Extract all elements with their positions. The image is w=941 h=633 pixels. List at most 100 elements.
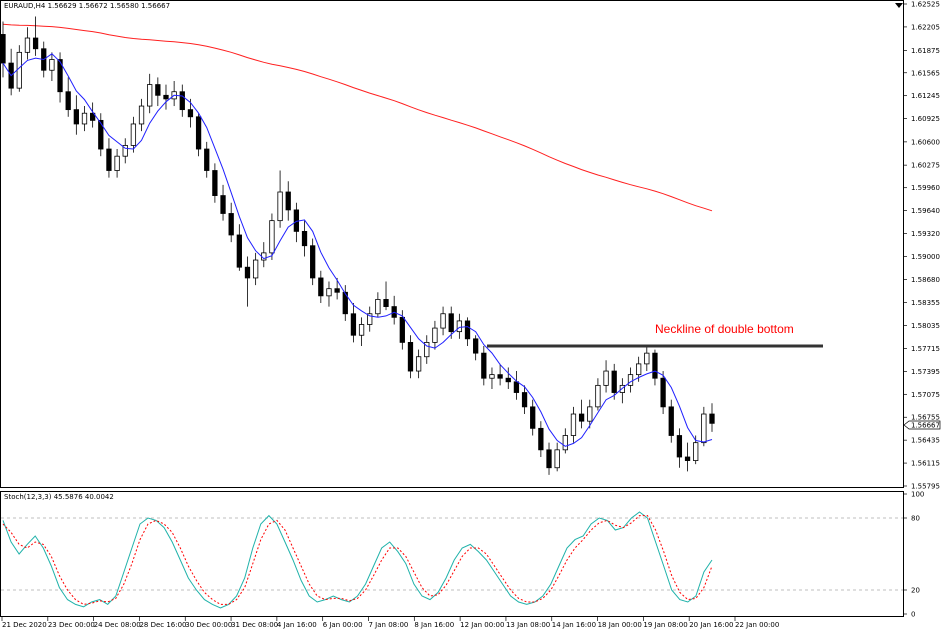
neckline-annotation: Neckline of double bottom	[655, 322, 794, 336]
time-tick-label: 18 Jan 00:00	[598, 621, 642, 629]
price-tick-label: 1.56755	[911, 414, 940, 422]
price-axis: 1.62525 1.62205 1.61875 1.61565 1.61245 1.609…	[903, 1, 940, 491]
candle-body	[138, 105, 145, 125]
candle-body	[236, 234, 242, 268]
stochastic-panel-frame	[0, 491, 904, 617]
candle-body	[505, 377, 511, 383]
candle-body	[220, 195, 226, 214]
price-tick-label: 1.58355	[911, 299, 940, 307]
price-tick-label: 1.56435	[911, 437, 940, 445]
candle-body	[399, 316, 405, 343]
candle-body	[562, 435, 568, 451]
stochastic-tick-label: 0	[911, 611, 915, 619]
candle-body	[521, 392, 528, 408]
candle-body	[285, 191, 291, 211]
candle-body	[595, 384, 601, 408]
candle-body	[538, 427, 544, 451]
price-tick-label: 1.58035	[911, 322, 940, 330]
candle-body	[195, 116, 202, 150]
price-tick-label: 1.58680	[911, 276, 940, 284]
candle-body	[636, 363, 642, 376]
candle-body	[619, 384, 625, 393]
time-tick-label: 30 Dec 00:00	[185, 621, 232, 629]
stochastic-panel: 100 80 20 0 Stoch(12,3,3) 45.5876 40.0042	[0, 491, 924, 619]
candle-body	[497, 374, 503, 379]
chart-menu-icon[interactable]	[895, 3, 903, 8]
stochastic-signal-line	[2, 515, 713, 605]
candle-body	[448, 313, 454, 333]
candle-body	[709, 413, 715, 424]
time-tick-label: 6 Jan 00:00	[323, 621, 363, 629]
stochastic-tick-label: 100	[911, 491, 924, 499]
candle-body	[684, 456, 691, 461]
candle-body	[212, 170, 218, 196]
candle-body	[473, 338, 479, 354]
price-tick-label: 1.57075	[911, 391, 940, 399]
price-tick-label: 1.61245	[911, 92, 940, 100]
candle-body	[570, 413, 577, 436]
current-price-marker: 1.56667	[903, 420, 941, 430]
time-tick-label: 22 Jan 00:00	[735, 621, 779, 629]
time-tick-label: 31 Dec 08:00	[231, 621, 278, 629]
candle-body	[530, 406, 536, 429]
candle-body	[693, 442, 699, 461]
price-tick-label: 1.57395	[911, 368, 940, 376]
price-tick-label: 1.59960	[911, 184, 940, 192]
candle-body	[464, 320, 471, 340]
stochastic-levels	[1, 517, 903, 591]
current-price-label: 1.56667	[911, 422, 940, 430]
stochastic-tick-label: 80	[911, 515, 920, 523]
price-panel-frame	[0, 0, 904, 488]
ma-long	[2, 23, 713, 212]
candle-body	[407, 342, 414, 372]
candle-body	[342, 291, 348, 315]
stochastic-main-line	[2, 511, 713, 609]
candle-body	[326, 288, 332, 297]
ma-short-line	[2, 53, 713, 447]
time-tick-label: 7 Jan 08:00	[369, 621, 409, 629]
price-tick-label: 1.61875	[911, 47, 940, 55]
stochastic-title: Stoch(12,3,3) 45.5876 40.0042	[4, 493, 114, 501]
candle-body	[106, 148, 112, 171]
candle-body	[432, 327, 438, 343]
time-tick-label: 24 Dec 08:00	[94, 621, 141, 629]
price-tick-label: 1.57715	[911, 345, 940, 353]
candle-body	[269, 220, 275, 254]
candle-body	[204, 148, 210, 171]
price-panel: 1.62525 1.62205 1.61875 1.61565 1.61245 1.609…	[0, 0, 941, 491]
price-tick-label: 1.59320	[911, 230, 940, 238]
candle-body	[383, 299, 389, 307]
candle-body	[440, 313, 446, 329]
time-tick-label: 21 Dec 2020	[2, 621, 47, 629]
candle-body	[318, 277, 324, 297]
stochastic-signal	[2, 515, 713, 605]
time-tick-label: 20 Jan 16:00	[689, 621, 733, 629]
candle-body	[155, 84, 161, 96]
stochastic-tick-label: 20	[911, 587, 920, 595]
candle-body	[32, 37, 39, 50]
candle-body	[24, 37, 31, 53]
candle-body	[130, 123, 137, 146]
current-price-box	[903, 420, 941, 430]
price-tick-label: 1.61565	[911, 69, 940, 77]
candle-body	[163, 94, 169, 100]
candle-body	[652, 352, 658, 379]
candle-body	[65, 91, 71, 111]
price-tick-label: 1.60275	[911, 162, 940, 170]
candle-body	[546, 449, 552, 469]
candle-body	[122, 145, 128, 157]
candle-body	[489, 374, 495, 379]
time-tick-label: 13 Jan 08:00	[506, 621, 550, 629]
time-tick-label: 8 Jan 16:00	[414, 621, 454, 629]
candle-body	[358, 324, 365, 336]
stochastic-main	[2, 511, 713, 609]
candle-body	[603, 370, 609, 386]
candle-body	[301, 230, 308, 247]
candle-body	[187, 109, 194, 118]
price-tick-label: 1.59000	[911, 253, 940, 261]
candle-body	[16, 51, 22, 89]
